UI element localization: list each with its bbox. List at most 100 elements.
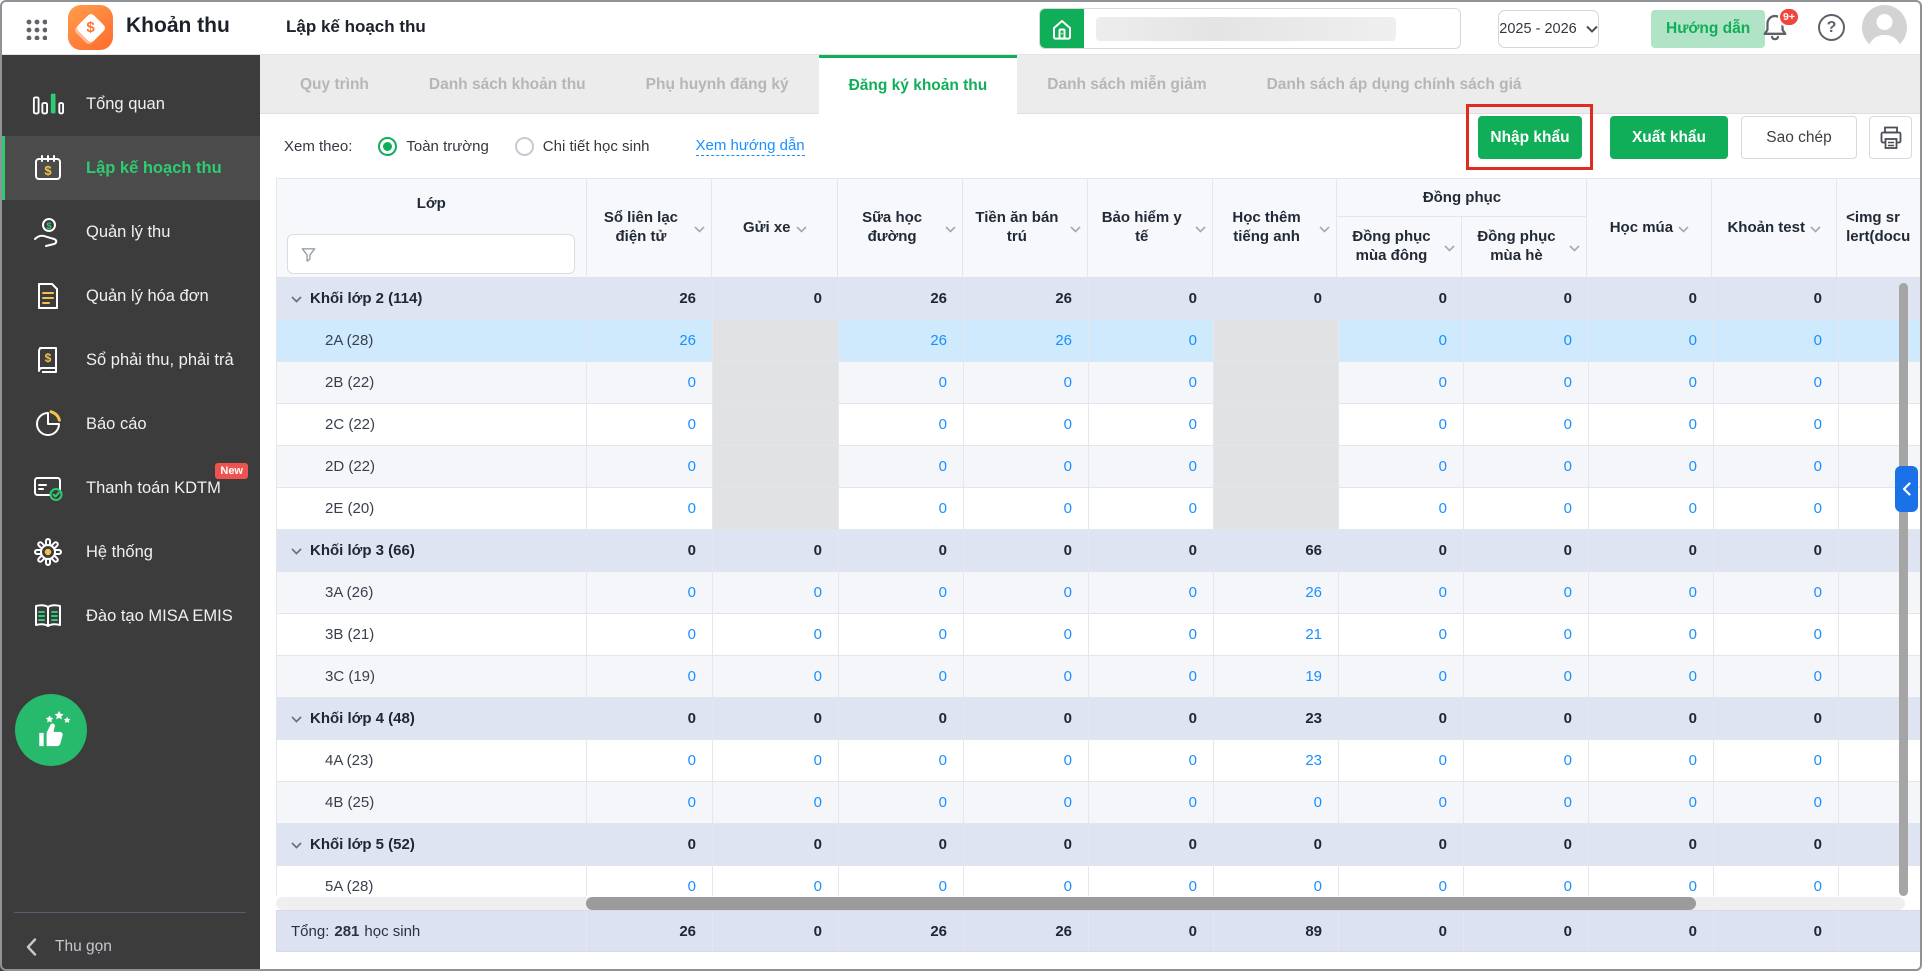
value-cell[interactable]: 0 <box>1089 572 1214 613</box>
value-cell[interactable]: 0 <box>1339 614 1464 655</box>
collapse-chevron-icon[interactable] <box>291 296 302 303</box>
value-cell[interactable]: 0 <box>1089 362 1214 403</box>
value-cell[interactable]: 26 <box>964 320 1089 361</box>
help-button[interactable]: ? <box>1818 14 1845 41</box>
radio-chi-tiet-label[interactable]: Chi tiết học sinh <box>542 137 650 155</box>
class-row[interactable]: 2E (20) 0 0 0 0 0 0 0 0 <box>277 488 1921 530</box>
value-cell[interactable]: 0 <box>1714 404 1839 445</box>
value-cell[interactable]: 0 <box>713 740 839 781</box>
value-cell[interactable]: 0 <box>1339 488 1464 529</box>
expand-panel-button[interactable] <box>1895 466 1918 512</box>
tab-danh-sach-khoan-thu[interactable]: Danh sách khoản thu <box>428 75 586 93</box>
horizontal-scrollbar[interactable] <box>276 897 1905 910</box>
class-row[interactable]: 4A (23) 0 0 0 0 0 23 0 0 0 0 <box>277 740 1921 782</box>
class-row[interactable]: 4B (25) 0 0 0 0 0 0 0 0 0 0 <box>277 782 1921 824</box>
value-cell[interactable]: 0 <box>839 656 964 697</box>
value-cell[interactable]: 0 <box>587 740 713 781</box>
value-cell[interactable]: 0 <box>964 488 1089 529</box>
value-cell[interactable]: 0 <box>1714 446 1839 487</box>
value-cell[interactable]: 0 <box>839 782 964 823</box>
value-cell[interactable]: 0 <box>1214 866 1339 896</box>
value-cell[interactable]: 0 <box>1089 866 1214 896</box>
class-row[interactable]: 2C (22) 0 0 0 0 0 0 0 0 <box>277 404 1921 446</box>
value-cell[interactable]: 0 <box>587 656 713 697</box>
tab-dang-ky-khoan-thu[interactable]: Đăng ký khoản thu <box>818 55 1018 114</box>
value-cell[interactable]: 0 <box>1714 740 1839 781</box>
value-cell[interactable]: 0 <box>1339 404 1464 445</box>
value-cell[interactable]: 0 <box>713 866 839 896</box>
column-header-sua-hoc-duong[interactable]: Sữa học đường <box>838 179 963 277</box>
import-button[interactable]: Nhập khẩu <box>1478 116 1582 159</box>
value-cell[interactable]: 0 <box>713 656 839 697</box>
value-cell[interactable]: 0 <box>1464 866 1589 896</box>
value-cell[interactable]: 0 <box>839 404 964 445</box>
value-cell[interactable]: 0 <box>1589 782 1714 823</box>
column-header-khoan-test[interactable]: Khoản test <box>1712 179 1838 277</box>
value-cell[interactable]: 0 <box>1214 782 1339 823</box>
sidebar-item-thanh-toan-kdtm[interactable]: Thanh toán KDTM New <box>0 456 260 520</box>
row-label[interactable]: Khối lớp 3 (66) <box>277 530 587 571</box>
app-launcher-icon[interactable] <box>24 17 47 40</box>
value-cell[interactable]: 0 <box>587 866 713 896</box>
feedback-thumbs-up-button[interactable] <box>15 694 87 766</box>
value-cell[interactable]: 0 <box>587 362 713 403</box>
row-label[interactable]: Khối lớp 4 (48) <box>277 698 587 739</box>
value-cell[interactable]: 0 <box>1339 866 1464 896</box>
value-cell[interactable]: 0 <box>713 572 839 613</box>
radio-chi-tiet-hoc-sinh[interactable] <box>514 136 534 156</box>
value-cell[interactable]: 0 <box>1089 740 1214 781</box>
group-row[interactable]: Khối lớp 5 (52) 0 0 0 0 0 0 0 0 0 0 <box>277 824 1921 866</box>
value-cell[interactable]: 0 <box>1714 488 1839 529</box>
tab-danh-sach-ap-dung[interactable]: Danh sách áp dụng chính sách giá <box>1266 75 1522 93</box>
value-cell[interactable]: 0 <box>1589 446 1714 487</box>
value-cell[interactable]: 0 <box>964 866 1089 896</box>
value-cell[interactable]: 0 <box>1464 656 1589 697</box>
value-cell[interactable]: 0 <box>713 782 839 823</box>
horizontal-scrollbar-thumb[interactable] <box>586 897 1696 910</box>
column-header-bhyt[interactable]: Bảo hiểm y tế <box>1088 179 1213 277</box>
value-cell[interactable]: 0 <box>587 572 713 613</box>
view-guide-link[interactable]: Xem hướng dẫn <box>695 136 805 156</box>
value-cell[interactable]: 0 <box>964 572 1089 613</box>
value-cell[interactable]: 0 <box>1589 740 1714 781</box>
sidebar-item-so-phai-thu[interactable]: $ Sổ phải thu, phải trả <box>0 328 260 392</box>
sidebar-item-quan-ly-thu[interactable]: $ Quản lý thu <box>0 200 260 264</box>
value-cell[interactable]: 0 <box>839 614 964 655</box>
value-cell[interactable]: 0 <box>1464 446 1589 487</box>
value-cell[interactable]: 0 <box>587 404 713 445</box>
value-cell[interactable]: 0 <box>1464 782 1589 823</box>
value-cell[interactable]: 0 <box>839 446 964 487</box>
value-cell[interactable]: 0 <box>1464 320 1589 361</box>
column-header-img-xss[interactable]: <img sr lert(docu <box>1846 209 1911 245</box>
collapse-chevron-icon[interactable] <box>291 842 302 849</box>
sidebar-item-dao-tao[interactable]: Đào tạo MISA EMIS <box>0 584 260 648</box>
value-cell[interactable]: 0 <box>1714 866 1839 896</box>
value-cell[interactable]: 0 <box>587 782 713 823</box>
value-cell[interactable]: 0 <box>964 740 1089 781</box>
value-cell[interactable]: 0 <box>1089 614 1214 655</box>
value-cell[interactable]: 0 <box>1714 320 1839 361</box>
collapse-sidebar-button[interactable]: Thu gọn <box>0 925 260 969</box>
value-cell[interactable]: 0 <box>839 572 964 613</box>
class-row[interactable]: 2B (22) 0 0 0 0 0 0 0 0 <box>277 362 1921 404</box>
value-cell[interactable]: 26 <box>587 320 713 361</box>
sidebar-item-bao-cao[interactable]: Báo cáo <box>0 392 260 456</box>
value-cell[interactable]: 0 <box>964 362 1089 403</box>
value-cell[interactable]: 23 <box>1214 740 1339 781</box>
value-cell[interactable]: 0 <box>964 656 1089 697</box>
value-cell[interactable]: 0 <box>1339 446 1464 487</box>
value-cell[interactable]: 0 <box>1589 488 1714 529</box>
value-cell[interactable]: 0 <box>713 614 839 655</box>
class-filter-input[interactable] <box>287 234 576 274</box>
value-cell[interactable]: 0 <box>964 782 1089 823</box>
tab-danh-sach-mien-giam[interactable]: Danh sách miễn giảm <box>1047 75 1207 93</box>
value-cell[interactable]: 0 <box>1464 488 1589 529</box>
column-header-dp-mua-dong[interactable]: Đồng phục mùa đông <box>1337 217 1463 277</box>
vertical-scrollbar[interactable] <box>1899 283 1908 896</box>
value-cell[interactable]: 0 <box>1464 614 1589 655</box>
value-cell[interactable]: 0 <box>839 488 964 529</box>
value-cell[interactable]: 0 <box>1339 740 1464 781</box>
row-label[interactable]: Khối lớp 5 (52) <box>277 824 587 865</box>
value-cell[interactable]: 26 <box>839 320 964 361</box>
print-button[interactable] <box>1869 116 1912 159</box>
